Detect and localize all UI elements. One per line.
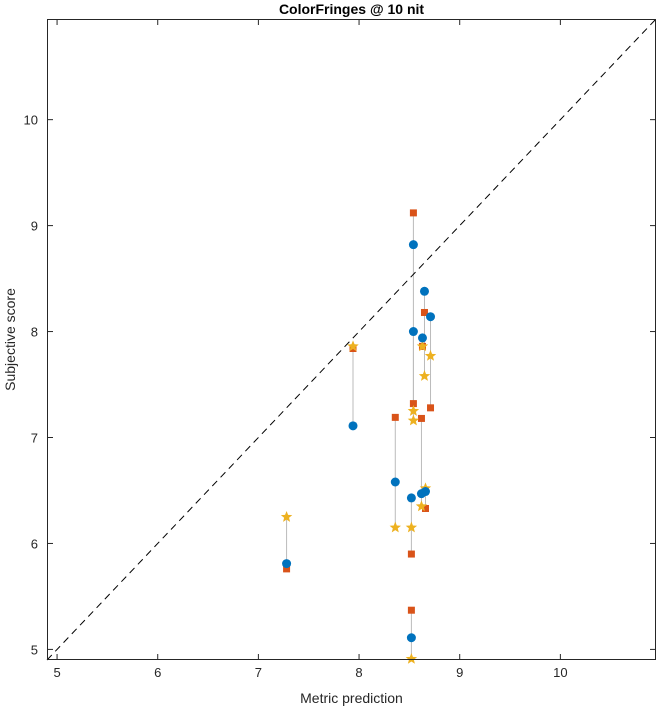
y-axis-ticks: 5 6 7 8 9 10 [24, 113, 656, 657]
circle-marker [417, 333, 427, 343]
x-tick-label: 8 [355, 665, 362, 680]
diagonal-reference-line [46, 18, 656, 661]
x-tick-label: 6 [154, 665, 161, 680]
y-tick-label: 9 [31, 219, 38, 234]
circle-marker [420, 487, 430, 497]
star-marker [405, 521, 418, 533]
square-marker [421, 504, 429, 512]
star-marker [416, 340, 429, 352]
circle-markers [282, 240, 436, 643]
circle-marker [408, 240, 418, 250]
x-axis-label: Metric prediction [300, 690, 403, 706]
y-tick-label: 10 [24, 113, 38, 128]
square-marker [283, 565, 291, 573]
square-marker [417, 414, 425, 422]
star-marker [418, 370, 431, 381]
star-marker [280, 510, 293, 522]
square-marker [409, 209, 417, 217]
y-tick-label: 6 [31, 536, 38, 551]
square-marker [427, 404, 435, 412]
y-tick-label: 8 [31, 325, 38, 340]
y-tick-label: 5 [31, 642, 38, 657]
square-marker [407, 550, 415, 558]
x-tick-label: 5 [53, 665, 60, 680]
square-marker [420, 308, 428, 316]
circle-marker [348, 421, 358, 431]
circle-marker [282, 559, 292, 569]
circle-marker [406, 633, 416, 643]
y-axis-label: Subjective score [2, 288, 18, 391]
star-marker [405, 652, 418, 664]
star-marker [407, 414, 420, 426]
star-marker [389, 521, 401, 533]
circle-marker [390, 477, 400, 487]
star-marker [415, 500, 428, 512]
circle-marker [419, 286, 429, 296]
x-tick-label: 10 [553, 665, 567, 680]
x-tick-label: 9 [456, 665, 463, 680]
square-marker [407, 606, 415, 614]
x-tick-label: 7 [255, 665, 262, 680]
star-marker [424, 349, 437, 361]
circle-marker [426, 312, 436, 322]
circle-marker [408, 327, 418, 337]
chart-title: ColorFringes @ 10 nit [279, 1, 424, 17]
y-tick-label: 7 [31, 431, 38, 446]
star-marker [347, 340, 359, 352]
square-marker [409, 400, 417, 408]
star-marker [407, 405, 420, 416]
circle-marker [406, 493, 416, 503]
square-marker [391, 413, 399, 421]
x-axis-ticks: 5 6 7 8 9 10 [53, 19, 568, 680]
